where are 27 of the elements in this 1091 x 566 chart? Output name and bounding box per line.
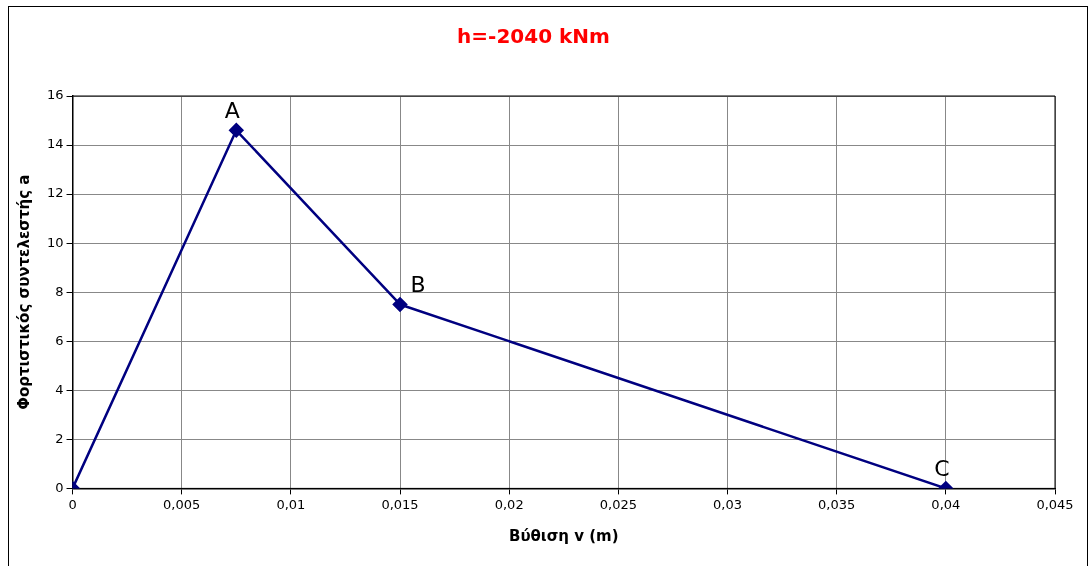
- x-tick-label: 0: [68, 496, 77, 512]
- x-axis-title: Βύθιση v (m): [508, 526, 619, 545]
- y-tick-label: 6: [55, 332, 64, 348]
- annotation: C: [934, 456, 950, 482]
- y-tick-label: 12: [47, 185, 64, 201]
- x-tick-label: 0,01: [276, 496, 306, 512]
- y-axis-title: Φορτιστικός συντελεστής a: [14, 174, 33, 410]
- chart-title: h=-2040 kNm: [457, 24, 610, 49]
- y-tick-label: 8: [55, 283, 64, 299]
- point: [392, 297, 408, 312]
- y-tick-label: 10: [47, 234, 64, 250]
- x-tick-label: 0,005: [163, 496, 201, 512]
- point: [229, 123, 244, 138]
- y-tick-label: 0: [55, 479, 64, 495]
- x-tick-label: 0,045: [1036, 496, 1074, 512]
- y-tick-label: 2: [55, 430, 64, 446]
- x-tick-label: 0,035: [818, 496, 856, 512]
- x-tick-label: 0,04: [931, 496, 961, 512]
- x-tick-label: 0,015: [381, 496, 419, 512]
- annotation: B: [410, 272, 426, 298]
- x-tick-label: 0,025: [599, 496, 637, 512]
- annotation: A: [224, 98, 240, 124]
- y-tick-label: 4: [55, 381, 64, 397]
- x-tick-label: 0,03: [713, 496, 742, 512]
- y-tick-label: 14: [47, 136, 64, 152]
- x-tick-label: 0,02: [494, 496, 524, 512]
- y-tick-label: 16: [47, 87, 64, 103]
